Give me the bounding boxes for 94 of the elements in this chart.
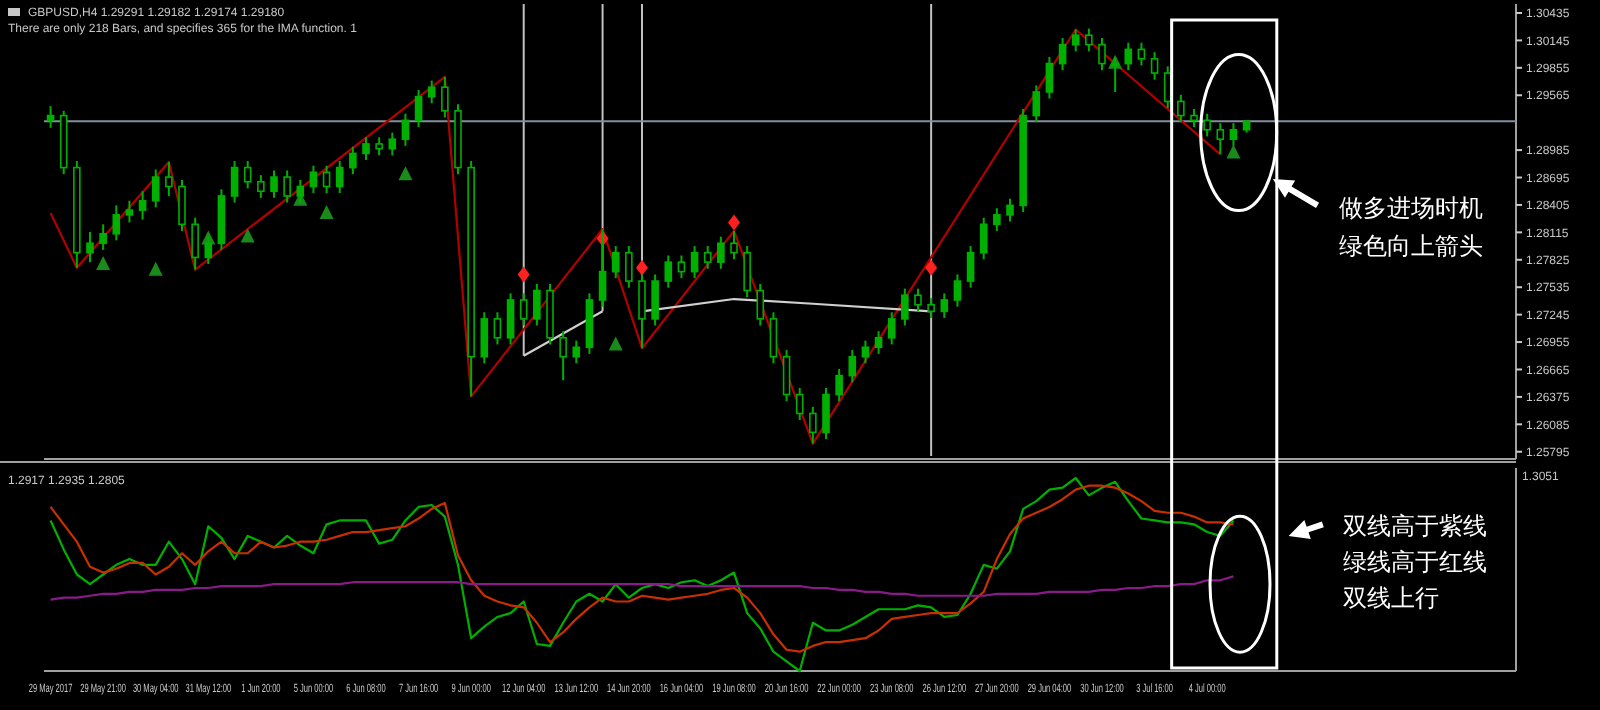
point bbox=[608, 336, 623, 351]
candlestick bbox=[309, 164, 318, 195]
point bbox=[96, 256, 111, 271]
annotation: 双线上行 bbox=[1342, 584, 1439, 612]
candlestick bbox=[414, 89, 423, 128]
candlestick bbox=[1203, 112, 1211, 138]
candlestick bbox=[1177, 93, 1185, 124]
point bbox=[636, 259, 648, 276]
candlestick bbox=[519, 292, 528, 327]
candlestick bbox=[349, 145, 357, 176]
candlestick bbox=[1137, 41, 1146, 67]
candlestick bbox=[506, 292, 515, 346]
annotation: 双线高于紫线 bbox=[1342, 512, 1487, 540]
candlestick bbox=[1058, 37, 1067, 72]
candlestick bbox=[664, 254, 673, 289]
candlestick bbox=[204, 234, 213, 266]
candlestick bbox=[966, 245, 975, 289]
candlestick bbox=[362, 136, 370, 162]
candlestick bbox=[427, 79, 436, 105]
candlestick bbox=[388, 131, 397, 157]
point bbox=[728, 214, 740, 231]
candlestick bbox=[769, 311, 778, 365]
candlestick bbox=[296, 178, 305, 204]
candlestick bbox=[822, 386, 830, 440]
candlestick bbox=[1006, 197, 1014, 223]
candlestick bbox=[611, 245, 620, 280]
candlestick bbox=[1045, 55, 1054, 100]
candlestick bbox=[99, 223, 107, 251]
point bbox=[240, 228, 255, 243]
candlestick bbox=[677, 254, 686, 280]
candlestick bbox=[703, 245, 712, 270]
candlestick bbox=[927, 297, 935, 319]
candlestick bbox=[191, 216, 199, 271]
candlestick bbox=[480, 311, 489, 365]
candlestick bbox=[795, 386, 804, 422]
candlestick bbox=[322, 164, 331, 195]
candlestick bbox=[690, 245, 699, 280]
candlestick bbox=[441, 75, 449, 119]
candlestick bbox=[809, 405, 817, 445]
candlestick bbox=[717, 235, 725, 270]
candlestick bbox=[848, 349, 857, 384]
candlestick bbox=[756, 282, 765, 327]
candlestick bbox=[243, 159, 252, 190]
candlestick bbox=[861, 339, 870, 365]
candlestick bbox=[1150, 51, 1159, 81]
candlestick bbox=[887, 311, 896, 346]
candlestick bbox=[835, 368, 843, 403]
candlestick bbox=[651, 273, 659, 327]
candlestick bbox=[217, 188, 226, 251]
point bbox=[925, 259, 938, 276]
candlestick bbox=[953, 273, 962, 308]
candlestick bbox=[940, 292, 949, 319]
candlestick bbox=[585, 292, 594, 355]
candlestick bbox=[86, 230, 94, 264]
candlestick bbox=[1085, 27, 1093, 53]
candlestick bbox=[874, 330, 883, 355]
annotation: 绿色向上箭头 bbox=[1338, 231, 1483, 260]
candlestick bbox=[979, 216, 988, 261]
candlestick bbox=[138, 190, 147, 221]
point bbox=[1226, 144, 1241, 159]
candlestick bbox=[546, 282, 554, 346]
candlestick bbox=[533, 282, 541, 327]
candlestick bbox=[46, 105, 55, 129]
point bbox=[148, 261, 163, 276]
candlestick bbox=[782, 349, 791, 403]
candlestick bbox=[112, 204, 121, 242]
candlestick bbox=[1098, 37, 1106, 72]
candlestick bbox=[901, 287, 909, 327]
point bbox=[517, 266, 530, 283]
candlestick bbox=[625, 245, 633, 289]
point bbox=[319, 204, 334, 219]
annotation: 做多进场时机 bbox=[1338, 193, 1483, 222]
candlestick bbox=[493, 311, 502, 346]
candlestick bbox=[270, 169, 278, 199]
candlestick bbox=[335, 159, 344, 195]
candlestick bbox=[125, 199, 134, 224]
point bbox=[398, 166, 413, 181]
candlestick bbox=[1124, 41, 1133, 72]
candlestick bbox=[257, 174, 265, 199]
candlestick bbox=[1032, 84, 1041, 124]
candlestick bbox=[993, 207, 1001, 232]
candlestick bbox=[1216, 122, 1225, 156]
candlestick bbox=[1071, 28, 1080, 53]
candlestick bbox=[572, 339, 581, 365]
candlestick bbox=[914, 287, 922, 313]
candlestick bbox=[151, 168, 160, 209]
candlestick bbox=[283, 169, 291, 204]
annotation: 绿线高于红线 bbox=[1342, 548, 1487, 576]
candlestick bbox=[559, 330, 567, 382]
candlestick bbox=[401, 112, 410, 147]
candlestick bbox=[743, 245, 751, 299]
candlestick bbox=[230, 159, 239, 204]
candlestick bbox=[165, 160, 173, 197]
candlestick bbox=[178, 178, 186, 232]
